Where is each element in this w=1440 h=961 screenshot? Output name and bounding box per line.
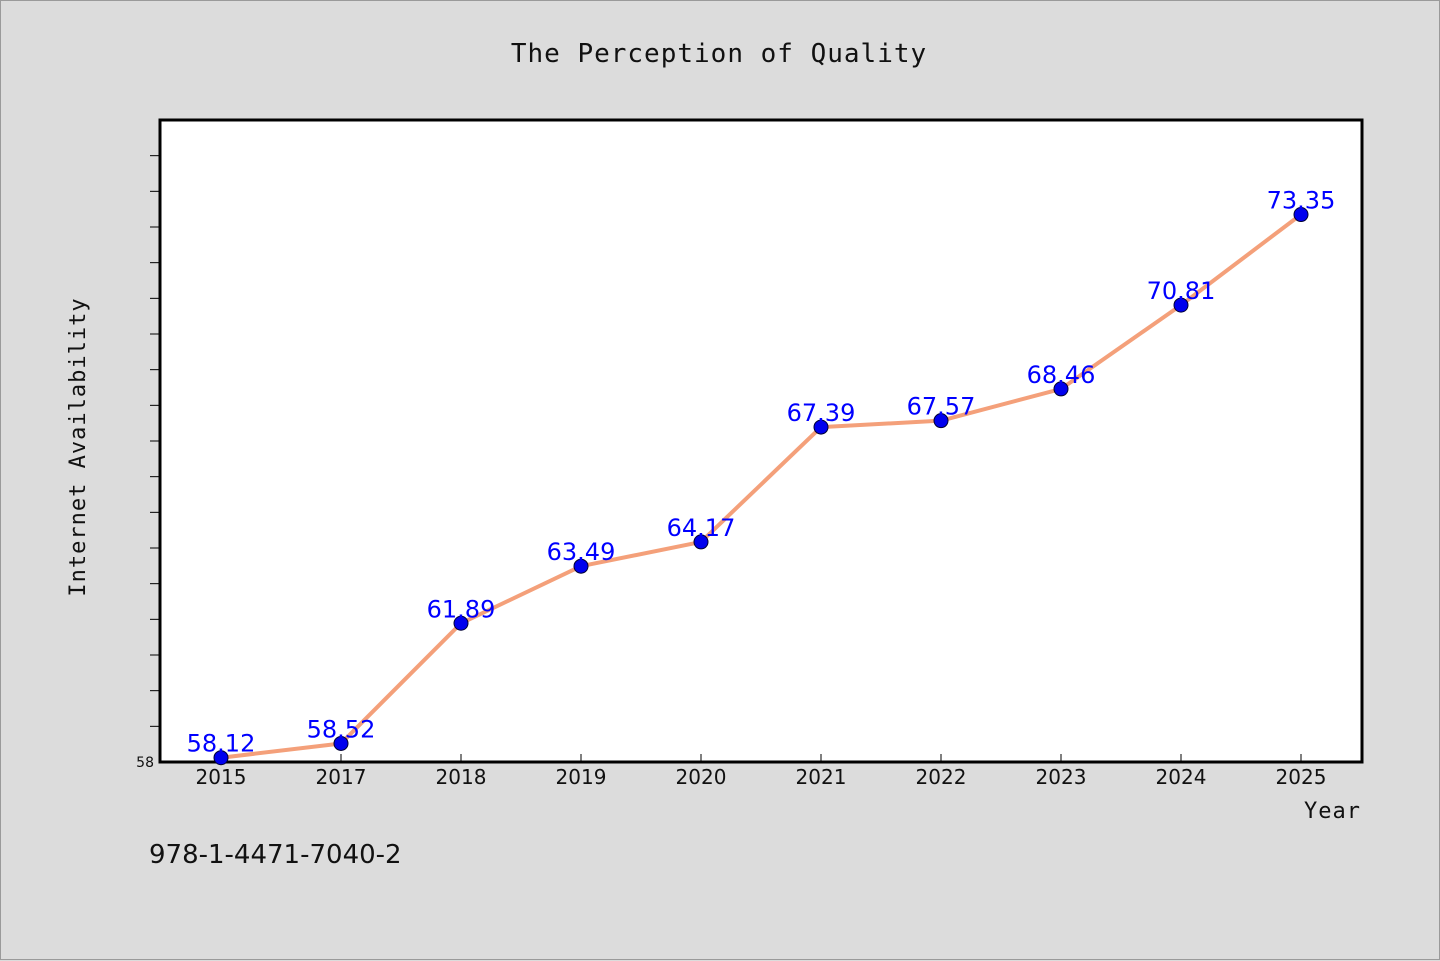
chart-title: The Perception of Quality <box>511 39 927 69</box>
x-tick-label: 2019 <box>556 765 607 789</box>
x-tick-label: 2020 <box>676 765 727 789</box>
data-point-marker <box>333 735 349 751</box>
data-label: 73.35 <box>1267 187 1336 215</box>
x-tick-label: 2015 <box>196 765 247 789</box>
y-tick-label: 58 <box>136 755 154 771</box>
data-point-marker <box>1053 381 1069 397</box>
x-tick-label: 2017 <box>316 765 367 789</box>
data-point-marker <box>933 413 949 429</box>
data-point-marker <box>453 615 469 631</box>
series-line-group <box>219 212 1303 760</box>
data-point-marker <box>693 534 709 550</box>
x-axis-label: Year <box>1304 799 1361 824</box>
data-label: 58.12 <box>187 730 256 758</box>
data-point-marker <box>1173 297 1189 313</box>
data-point-marker <box>573 558 589 574</box>
data-point-marker <box>813 419 829 435</box>
series-line <box>219 212 1303 760</box>
data-label: 70.81 <box>1147 277 1216 305</box>
data-label: 63.49 <box>547 538 616 566</box>
isbn-text: 978-1-4471-7040-2 <box>149 840 402 870</box>
data-labels: 58.12 58.52 61.89 63.49 64.17 67.39 67.57 68.46… <box>187 187 1336 758</box>
data-label: 58.52 <box>307 715 376 743</box>
data-label: 67.39 <box>787 399 856 427</box>
x-tick-label: 2025 <box>1276 765 1327 789</box>
data-label: 61.89 <box>427 595 496 623</box>
x-tick-label: 2024 <box>1156 765 1207 789</box>
x-axis-ticks: 2015 2017 2018 2019 2020 2021 2022 2023 2024 2025 <box>196 754 1327 789</box>
series-markers <box>213 207 1309 766</box>
data-label: 67.57 <box>907 393 976 421</box>
y-axis-label: Internet Availability <box>66 297 91 596</box>
x-tick-label: 2023 <box>1036 765 1087 789</box>
x-tick-label: 2022 <box>916 765 967 789</box>
plot-area <box>158 118 1364 764</box>
data-label: 64.17 <box>667 514 736 542</box>
x-tick-label: 2018 <box>436 765 487 789</box>
data-label: 68.46 <box>1027 361 1096 389</box>
data-point-marker <box>213 750 229 766</box>
y-axis-ticks: 58 <box>136 155 160 771</box>
data-point-marker <box>1293 207 1309 223</box>
x-tick-label: 2021 <box>796 765 847 789</box>
